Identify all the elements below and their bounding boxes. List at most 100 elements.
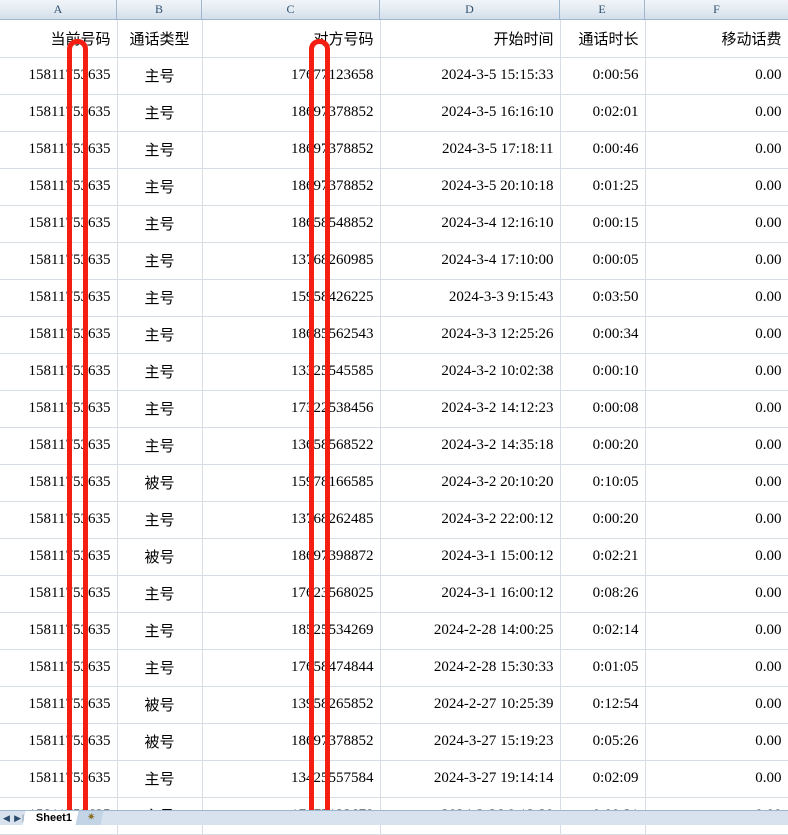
table-cell[interactable]: 2024-3-3 12:25:26 bbox=[380, 316, 561, 354]
table-cell[interactable]: 15811753635 bbox=[0, 723, 118, 761]
table-cell[interactable]: 0.00 bbox=[645, 538, 788, 576]
table-cell[interactable]: 15811753635 bbox=[0, 390, 118, 428]
table-cell[interactable]: 0.00 bbox=[645, 205, 788, 243]
column-title-cell[interactable]: 开始时间 bbox=[380, 20, 561, 58]
table-cell[interactable]: 15811753635 bbox=[0, 760, 118, 798]
table-cell[interactable]: 18685562543 bbox=[202, 316, 381, 354]
table-cell[interactable]: 0.00 bbox=[645, 316, 788, 354]
column-title-cell[interactable]: 对方号码 bbox=[202, 20, 381, 58]
column-title-cell[interactable]: 当前号码 bbox=[0, 20, 118, 58]
table-cell[interactable]: 2024-3-2 22:00:12 bbox=[380, 501, 561, 539]
table-cell[interactable]: 0:02:21 bbox=[560, 538, 646, 576]
table-cell[interactable]: 2024-3-5 15:15:33 bbox=[380, 57, 561, 95]
table-cell[interactable]: 0:00:20 bbox=[560, 427, 646, 465]
table-cell[interactable]: 18697378852 bbox=[202, 723, 381, 761]
table-cell[interactable]: 2024-3-27 15:19:23 bbox=[380, 723, 561, 761]
table-cell[interactable]: 0:10:05 bbox=[560, 464, 646, 502]
table-cell[interactable]: 2024-3-2 20:10:20 bbox=[380, 464, 561, 502]
table-cell[interactable]: 18697378852 bbox=[202, 168, 381, 206]
table-cell[interactable]: 0:00:05 bbox=[560, 242, 646, 280]
table-cell[interactable]: 0:03:50 bbox=[560, 279, 646, 317]
column-header-c[interactable]: C bbox=[202, 0, 380, 19]
table-cell[interactable]: 2024-3-2 10:02:38 bbox=[380, 353, 561, 391]
table-cell[interactable]: 主号 bbox=[117, 279, 203, 317]
column-header-b[interactable]: B bbox=[117, 0, 202, 19]
table-cell[interactable]: 2024-3-2 14:12:23 bbox=[380, 390, 561, 428]
table-cell[interactable]: 0:01:25 bbox=[560, 168, 646, 206]
table-cell[interactable]: 主号 bbox=[117, 316, 203, 354]
table-cell[interactable]: 15811753635 bbox=[0, 131, 118, 169]
column-header-f[interactable]: F bbox=[713, 2, 720, 16]
table-cell[interactable]: 18697378852 bbox=[202, 131, 381, 169]
table-cell[interactable]: 15811753635 bbox=[0, 205, 118, 243]
table-cell[interactable]: 0.00 bbox=[645, 57, 788, 95]
table-cell[interactable]: 被号 bbox=[117, 723, 203, 761]
table-cell[interactable]: 主号 bbox=[117, 242, 203, 280]
table-cell[interactable]: 0.00 bbox=[645, 427, 788, 465]
table-cell[interactable]: 13658568522 bbox=[202, 427, 381, 465]
table-cell[interactable]: 主号 bbox=[117, 205, 203, 243]
table-cell[interactable]: 0.00 bbox=[645, 131, 788, 169]
table-cell[interactable]: 0.00 bbox=[645, 464, 788, 502]
table-cell[interactable]: 主号 bbox=[117, 427, 203, 465]
table-cell[interactable]: 0:00:08 bbox=[560, 390, 646, 428]
column-title-cell[interactable]: 通话时长 bbox=[560, 20, 646, 58]
table-cell[interactable]: 15811753635 bbox=[0, 316, 118, 354]
table-cell[interactable]: 主号 bbox=[117, 501, 203, 539]
add-sheet-icon[interactable]: ✷ bbox=[75, 811, 104, 825]
table-cell[interactable]: 主号 bbox=[117, 760, 203, 798]
table-cell[interactable]: 18697398872 bbox=[202, 538, 381, 576]
table-cell[interactable]: 0.00 bbox=[645, 612, 788, 650]
table-cell[interactable]: 0.00 bbox=[645, 686, 788, 724]
table-cell[interactable]: 0.00 bbox=[645, 760, 788, 798]
table-cell[interactable]: 0:02:01 bbox=[560, 94, 646, 132]
table-cell[interactable]: 18697378852 bbox=[202, 94, 381, 132]
table-cell[interactable]: 0:01:05 bbox=[560, 649, 646, 687]
table-cell[interactable]: 0.00 bbox=[645, 242, 788, 280]
table-cell[interactable]: 被号 bbox=[117, 686, 203, 724]
table-cell[interactable]: 2024-2-27 10:25:39 bbox=[380, 686, 561, 724]
table-cell[interactable]: 15811753635 bbox=[0, 168, 118, 206]
table-cell[interactable]: 15811753635 bbox=[0, 57, 118, 95]
column-header-d[interactable]: D bbox=[380, 0, 560, 19]
table-cell[interactable]: 15958426225 bbox=[202, 279, 381, 317]
column-header-e[interactable]: E bbox=[560, 0, 645, 19]
table-cell[interactable]: 13768262485 bbox=[202, 501, 381, 539]
table-cell[interactable]: 2024-2-28 15:30:33 bbox=[380, 649, 561, 687]
table-cell[interactable]: 主号 bbox=[117, 612, 203, 650]
table-cell[interactable]: 0:00:34 bbox=[560, 316, 646, 354]
table-cell[interactable]: 18525534269 bbox=[202, 612, 381, 650]
table-cell[interactable]: 15978166585 bbox=[202, 464, 381, 502]
table-cell[interactable]: 0:12:54 bbox=[560, 686, 646, 724]
table-cell[interactable]: 2024-3-27 19:14:14 bbox=[380, 760, 561, 798]
table-cell[interactable]: 15811753635 bbox=[0, 612, 118, 650]
table-cell[interactable]: 13325545585 bbox=[202, 353, 381, 391]
table-cell[interactable]: 0:00:46 bbox=[560, 131, 646, 169]
table-cell[interactable]: 主号 bbox=[117, 353, 203, 391]
table-cell[interactable]: 2024-3-1 16:00:12 bbox=[380, 575, 561, 613]
table-cell[interactable]: 13958265852 bbox=[202, 686, 381, 724]
table-cell[interactable]: 主号 bbox=[117, 168, 203, 206]
column-title-cell[interactable]: 移动话费 bbox=[645, 20, 788, 58]
table-cell[interactable]: 15811753635 bbox=[0, 427, 118, 465]
table-cell[interactable]: 15811753635 bbox=[0, 575, 118, 613]
table-cell[interactable]: 15811753635 bbox=[0, 649, 118, 687]
table-cell[interactable]: 0:00:20 bbox=[560, 501, 646, 539]
table-cell[interactable]: 15811753635 bbox=[0, 353, 118, 391]
table-cell[interactable]: 0.00 bbox=[645, 723, 788, 761]
table-cell[interactable]: 15811753635 bbox=[0, 686, 118, 724]
table-cell[interactable]: 17322538456 bbox=[202, 390, 381, 428]
table-cell[interactable]: 0:00:15 bbox=[560, 205, 646, 243]
table-cell[interactable]: 17623568025 bbox=[202, 575, 381, 613]
table-cell[interactable]: 0.00 bbox=[645, 279, 788, 317]
table-cell[interactable]: 15811753635 bbox=[0, 279, 118, 317]
table-cell[interactable]: 15811753635 bbox=[0, 538, 118, 576]
table-cell[interactable]: 被号 bbox=[117, 538, 203, 576]
table-cell[interactable]: 2024-3-5 16:16:10 bbox=[380, 94, 561, 132]
table-cell[interactable]: 0.00 bbox=[645, 649, 788, 687]
table-cell[interactable]: 2024-3-4 17:10:00 bbox=[380, 242, 561, 280]
table-cell[interactable]: 0.00 bbox=[645, 390, 788, 428]
table-cell[interactable]: 主号 bbox=[117, 131, 203, 169]
table-cell[interactable]: 2024-3-1 15:00:12 bbox=[380, 538, 561, 576]
table-cell[interactable]: 0.00 bbox=[645, 353, 788, 391]
